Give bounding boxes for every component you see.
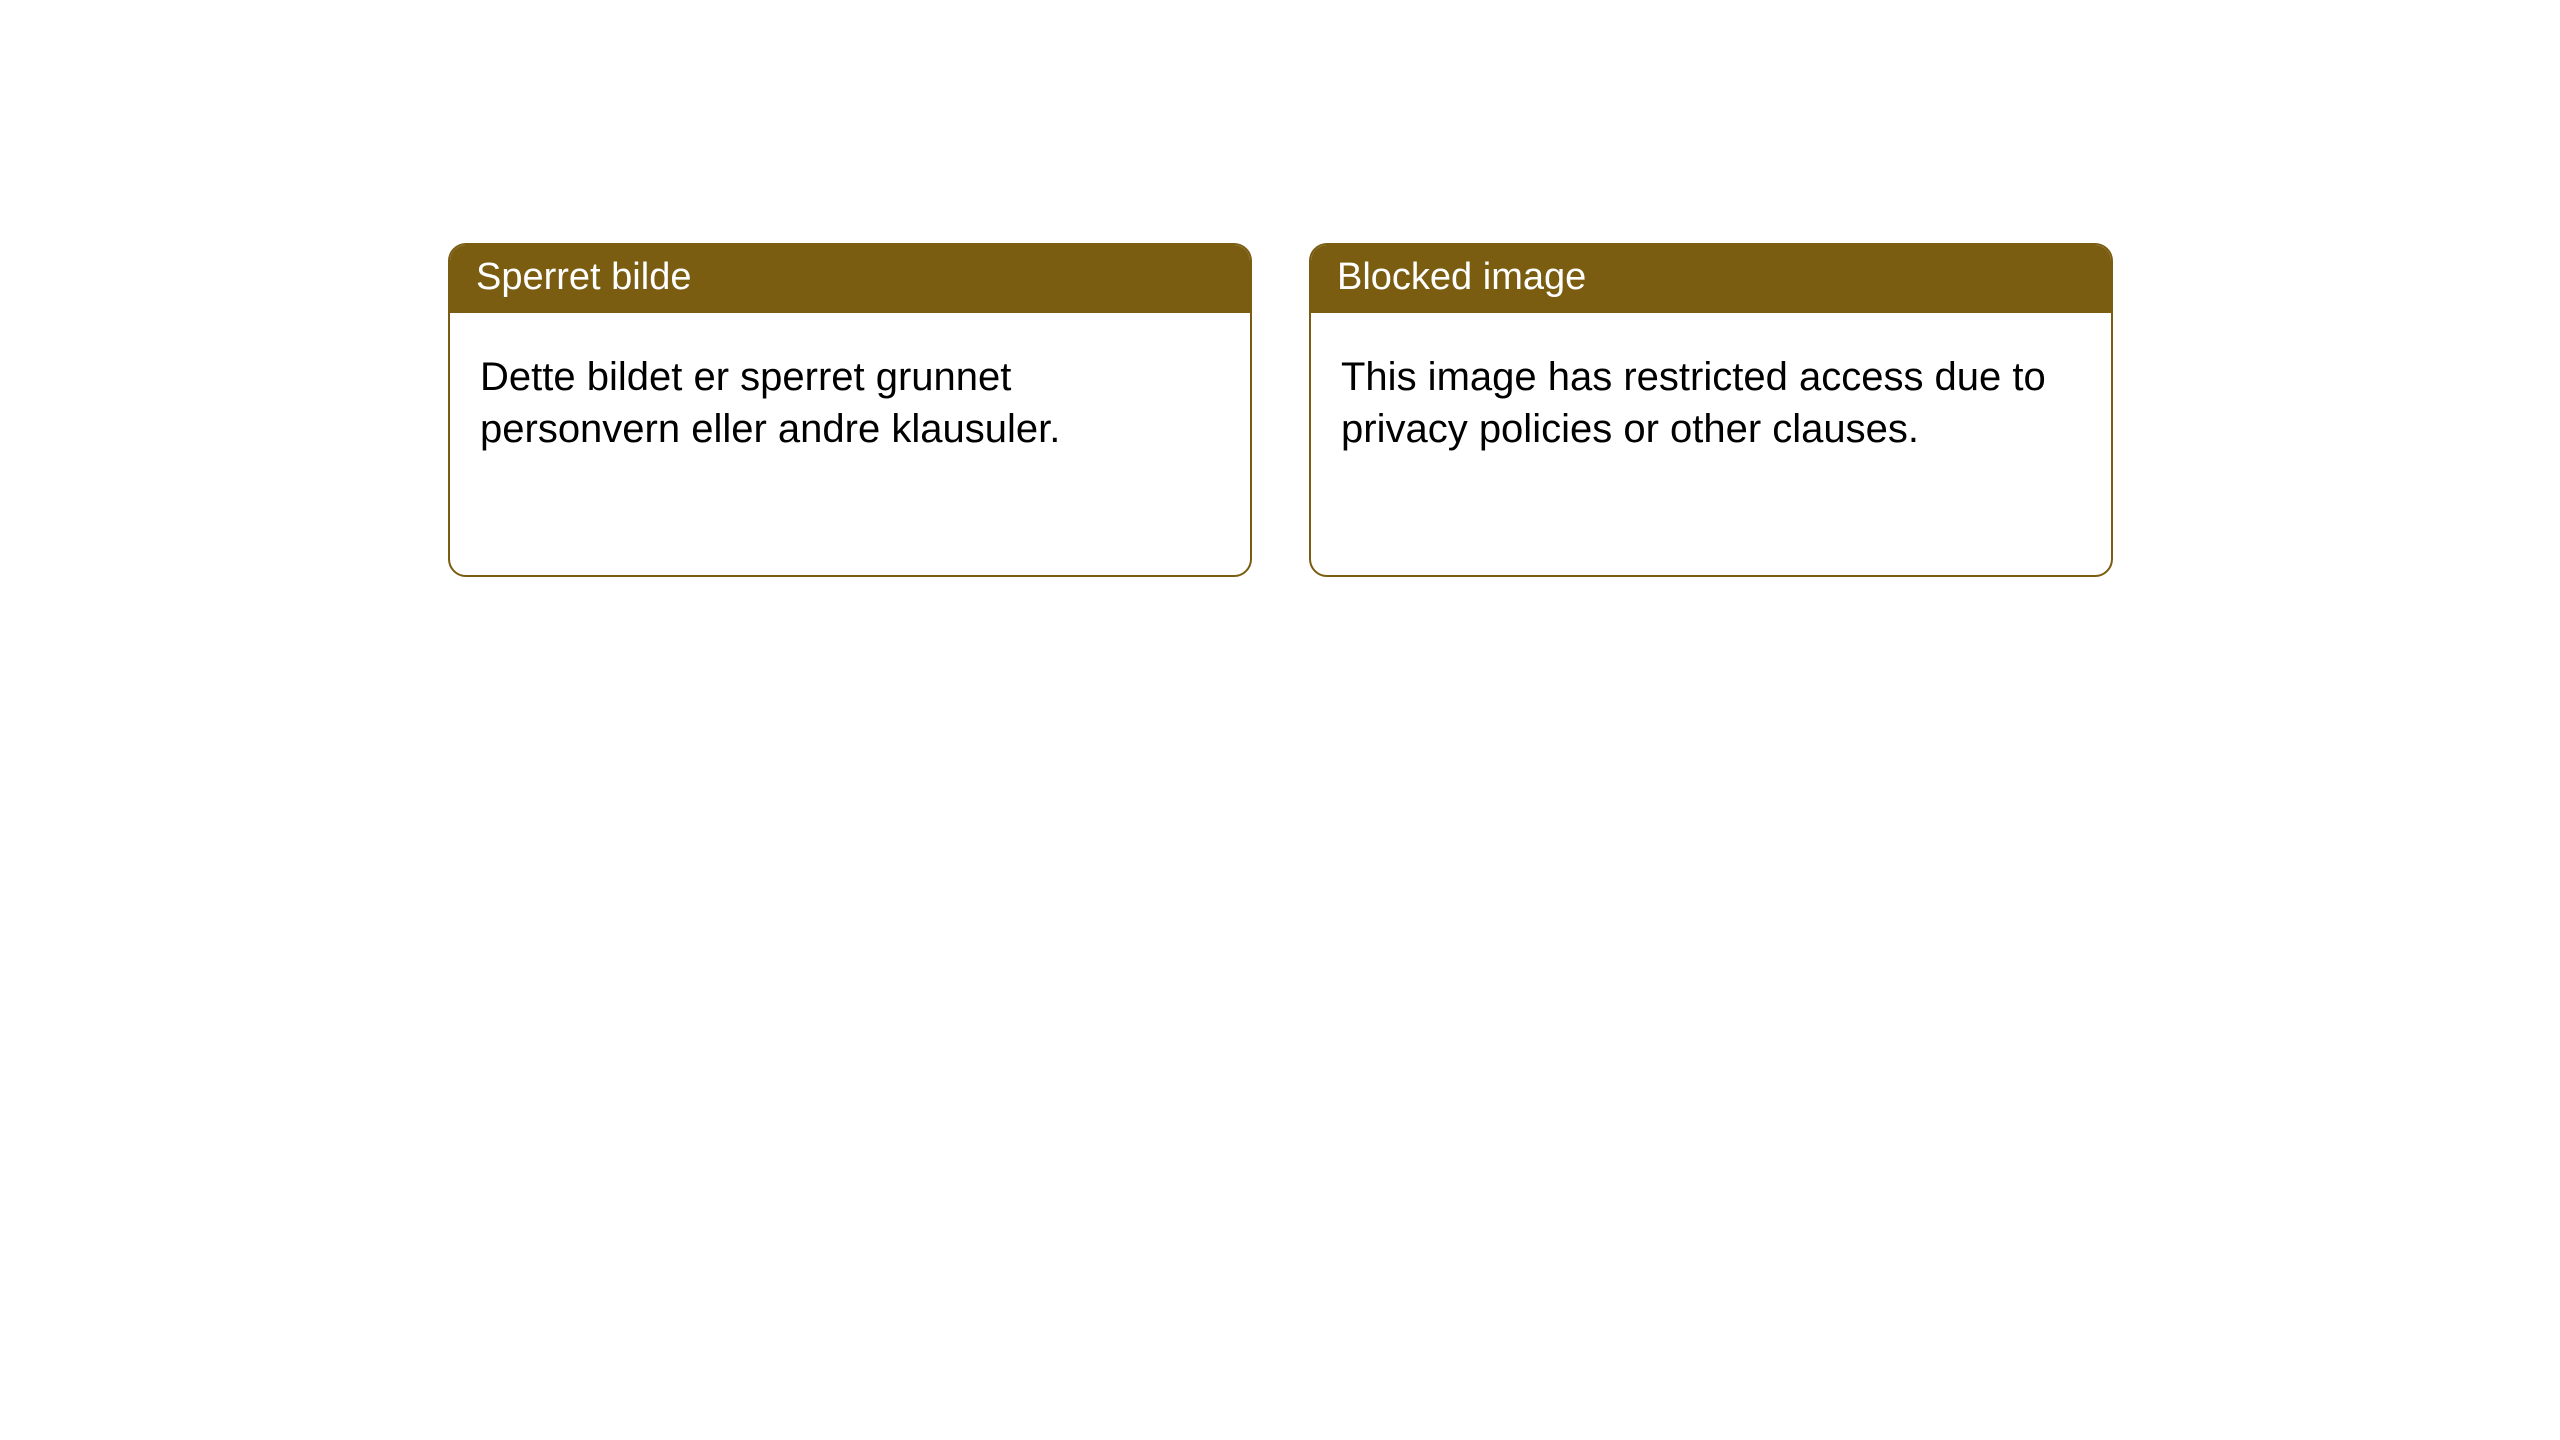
notice-card-english: Blocked image This image has restricted …	[1309, 243, 2113, 577]
notice-cards-container: Sperret bilde Dette bildet er sperret gr…	[448, 243, 2113, 577]
notice-card-title-english: Blocked image	[1311, 245, 2111, 313]
notice-card-body-english: This image has restricted access due to …	[1311, 313, 2111, 485]
notice-card-body-norwegian: Dette bildet er sperret grunnet personve…	[450, 313, 1250, 485]
notice-card-title-norwegian: Sperret bilde	[450, 245, 1250, 313]
notice-card-norwegian: Sperret bilde Dette bildet er sperret gr…	[448, 243, 1252, 577]
